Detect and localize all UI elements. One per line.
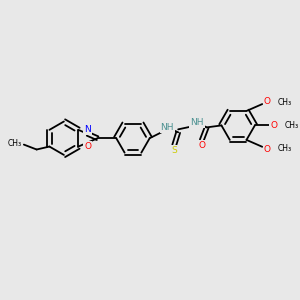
Text: CH₃: CH₃ (8, 139, 22, 148)
Text: S: S (171, 146, 177, 154)
Text: O: O (264, 145, 271, 154)
Text: O: O (84, 142, 91, 151)
Text: N: N (84, 125, 91, 134)
Text: CH₃: CH₃ (284, 121, 298, 130)
Text: O: O (198, 141, 205, 150)
Text: O: O (264, 97, 271, 106)
Text: O: O (270, 121, 277, 130)
Text: NH: NH (160, 123, 174, 132)
Text: CH₃: CH₃ (278, 144, 292, 153)
Text: NH: NH (190, 118, 204, 127)
Text: CH₃: CH₃ (278, 98, 292, 106)
